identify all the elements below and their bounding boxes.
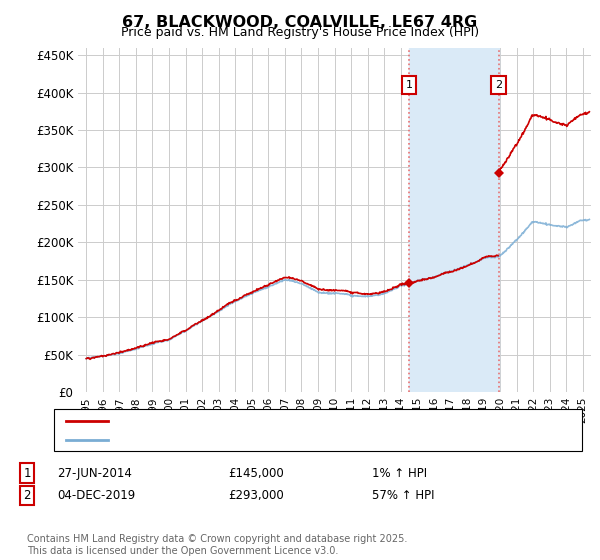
Text: 2: 2	[23, 489, 31, 502]
Text: 67, BLACKWOOD, COALVILLE, LE67 4RG (semi-detached house): 67, BLACKWOOD, COALVILLE, LE67 4RG (semi…	[120, 417, 451, 426]
Text: 1% ↑ HPI: 1% ↑ HPI	[372, 466, 427, 480]
Text: Price paid vs. HM Land Registry's House Price Index (HPI): Price paid vs. HM Land Registry's House …	[121, 26, 479, 39]
Text: HPI: Average price, semi-detached house, North West Leicestershire: HPI: Average price, semi-detached house,…	[120, 435, 476, 445]
Text: 1: 1	[23, 466, 31, 480]
Text: 57% ↑ HPI: 57% ↑ HPI	[372, 489, 434, 502]
Text: £145,000: £145,000	[228, 466, 284, 480]
Text: 2: 2	[495, 80, 502, 90]
Bar	[409, 48, 499, 392]
Text: 67, BLACKWOOD, COALVILLE, LE67 4RG: 67, BLACKWOOD, COALVILLE, LE67 4RG	[122, 15, 478, 30]
Text: Contains HM Land Registry data © Crown copyright and database right 2025.
This d: Contains HM Land Registry data © Crown c…	[27, 534, 407, 556]
Text: £293,000: £293,000	[228, 489, 284, 502]
Text: 27-JUN-2014: 27-JUN-2014	[57, 466, 132, 480]
Text: 1: 1	[406, 80, 412, 90]
Text: 04-DEC-2019: 04-DEC-2019	[57, 489, 135, 502]
